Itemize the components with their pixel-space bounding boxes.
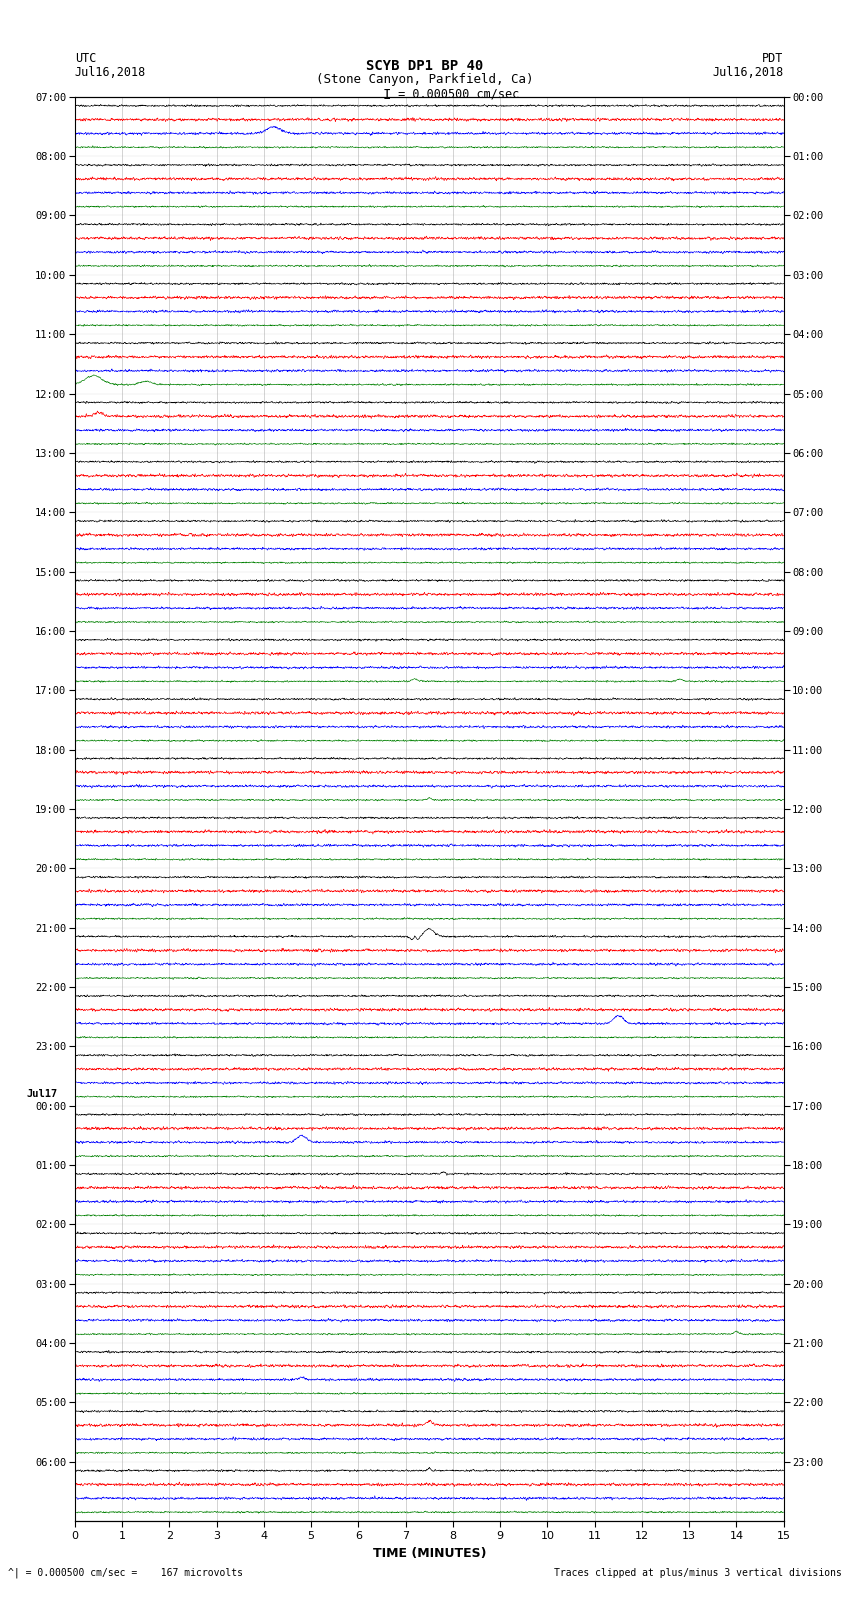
Text: (Stone Canyon, Parkfield, Ca): (Stone Canyon, Parkfield, Ca)	[316, 73, 534, 87]
X-axis label: TIME (MINUTES): TIME (MINUTES)	[372, 1547, 486, 1560]
Text: Jul16,2018: Jul16,2018	[75, 66, 146, 79]
Text: Traces clipped at plus/minus 3 vertical divisions: Traces clipped at plus/minus 3 vertical …	[553, 1568, 842, 1578]
Text: Jul16,2018: Jul16,2018	[712, 66, 784, 79]
Text: Jul17: Jul17	[26, 1089, 58, 1098]
Text: = 0.000500 cm/sec: = 0.000500 cm/sec	[391, 87, 519, 102]
Text: ^| = 0.000500 cm/sec =    167 microvolts: ^| = 0.000500 cm/sec = 167 microvolts	[8, 1566, 243, 1578]
Text: SCYB DP1 BP 40: SCYB DP1 BP 40	[366, 58, 484, 73]
Text: I: I	[382, 87, 391, 102]
Text: PDT: PDT	[762, 52, 784, 65]
Text: UTC: UTC	[75, 52, 96, 65]
